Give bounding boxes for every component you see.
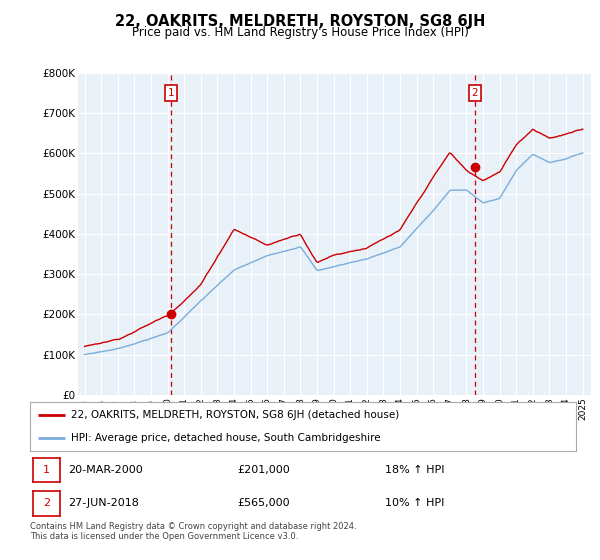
Text: 1: 1 — [43, 465, 50, 475]
Text: £565,000: £565,000 — [238, 498, 290, 508]
Text: 22, OAKRITS, MELDRETH, ROYSTON, SG8 6JH: 22, OAKRITS, MELDRETH, ROYSTON, SG8 6JH — [115, 14, 485, 29]
Text: 22, OAKRITS, MELDRETH, ROYSTON, SG8 6JH (detached house): 22, OAKRITS, MELDRETH, ROYSTON, SG8 6JH … — [71, 410, 399, 421]
Text: 27-JUN-2018: 27-JUN-2018 — [68, 498, 139, 508]
Text: 1: 1 — [168, 88, 175, 98]
Text: Price paid vs. HM Land Registry's House Price Index (HPI): Price paid vs. HM Land Registry's House … — [131, 26, 469, 39]
Text: HPI: Average price, detached house, South Cambridgeshire: HPI: Average price, detached house, Sout… — [71, 433, 380, 444]
Text: 10% ↑ HPI: 10% ↑ HPI — [385, 498, 444, 508]
Text: £201,000: £201,000 — [238, 465, 290, 475]
Text: 2: 2 — [472, 88, 478, 98]
Text: 18% ↑ HPI: 18% ↑ HPI — [385, 465, 445, 475]
Text: 2: 2 — [43, 498, 50, 508]
Text: 20-MAR-2000: 20-MAR-2000 — [68, 465, 143, 475]
Text: Contains HM Land Registry data © Crown copyright and database right 2024.
This d: Contains HM Land Registry data © Crown c… — [30, 522, 356, 542]
